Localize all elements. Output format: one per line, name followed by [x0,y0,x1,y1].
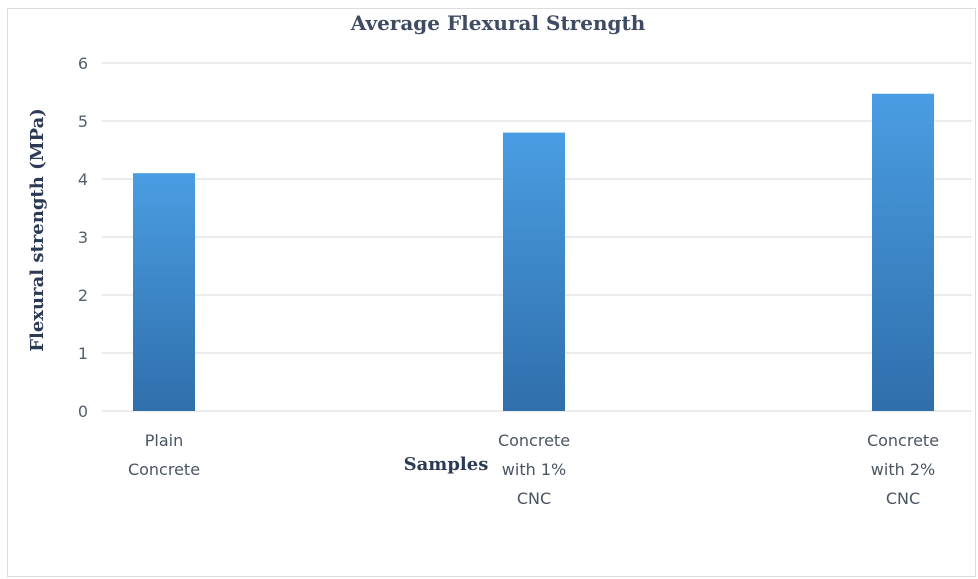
y-axis-title: Flexural strength (MPa) [27,108,48,352]
y-tick-label: 0 [78,402,88,421]
bars [133,93,934,412]
x-category-label-line: Plain [145,431,183,450]
y-tick-label: 1 [78,344,88,363]
chart-title: Average Flexural Strength [350,11,646,35]
y-axis-ticks: 0 1 2 3 4 5 6 [78,54,88,421]
x-category-label: Concrete with 2% CNC [867,431,939,508]
bar [503,132,565,411]
x-category-label-line: CNC [517,489,551,508]
x-category-label-line: Concrete [867,431,939,450]
x-category-label-line: Concrete [498,431,570,450]
x-category-label: Plain Concrete [128,431,200,479]
x-category-label: Concrete with 1% CNC [498,431,570,508]
bar [133,173,195,411]
y-tick-label: 3 [78,228,88,247]
y-tick-label: 4 [78,170,88,189]
x-category-label-line: with 2% [871,460,935,479]
x-axis-categories: Plain Concrete Concrete with 1% CNC Concrete w… [128,431,939,508]
bar [872,93,934,412]
x-category-label-line: with 1% [502,460,566,479]
y-tick-label: 5 [78,112,88,131]
y-tick-label: 2 [78,286,88,305]
x-axis-title: Samples [404,454,489,475]
x-category-label-line: CNC [886,489,920,508]
x-category-label-line: Concrete [128,460,200,479]
y-tick-label: 6 [78,54,88,73]
